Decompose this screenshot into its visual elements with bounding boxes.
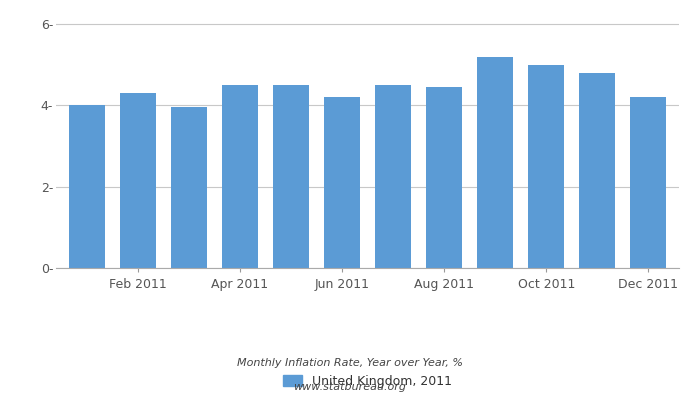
Bar — [171, 108, 206, 268]
Bar — [631, 97, 666, 268]
Bar — [222, 85, 258, 268]
Legend: United Kingdom, 2011: United Kingdom, 2011 — [278, 370, 457, 393]
Bar — [69, 106, 104, 268]
Bar — [477, 57, 513, 268]
Bar — [528, 65, 564, 268]
Bar — [273, 85, 309, 268]
Text: www.statbureau.org: www.statbureau.org — [293, 382, 407, 392]
Bar — [324, 97, 360, 268]
Bar — [580, 73, 615, 268]
Bar — [375, 85, 411, 268]
Text: Monthly Inflation Rate, Year over Year, %: Monthly Inflation Rate, Year over Year, … — [237, 358, 463, 368]
Bar — [120, 93, 155, 268]
Bar — [426, 87, 462, 268]
